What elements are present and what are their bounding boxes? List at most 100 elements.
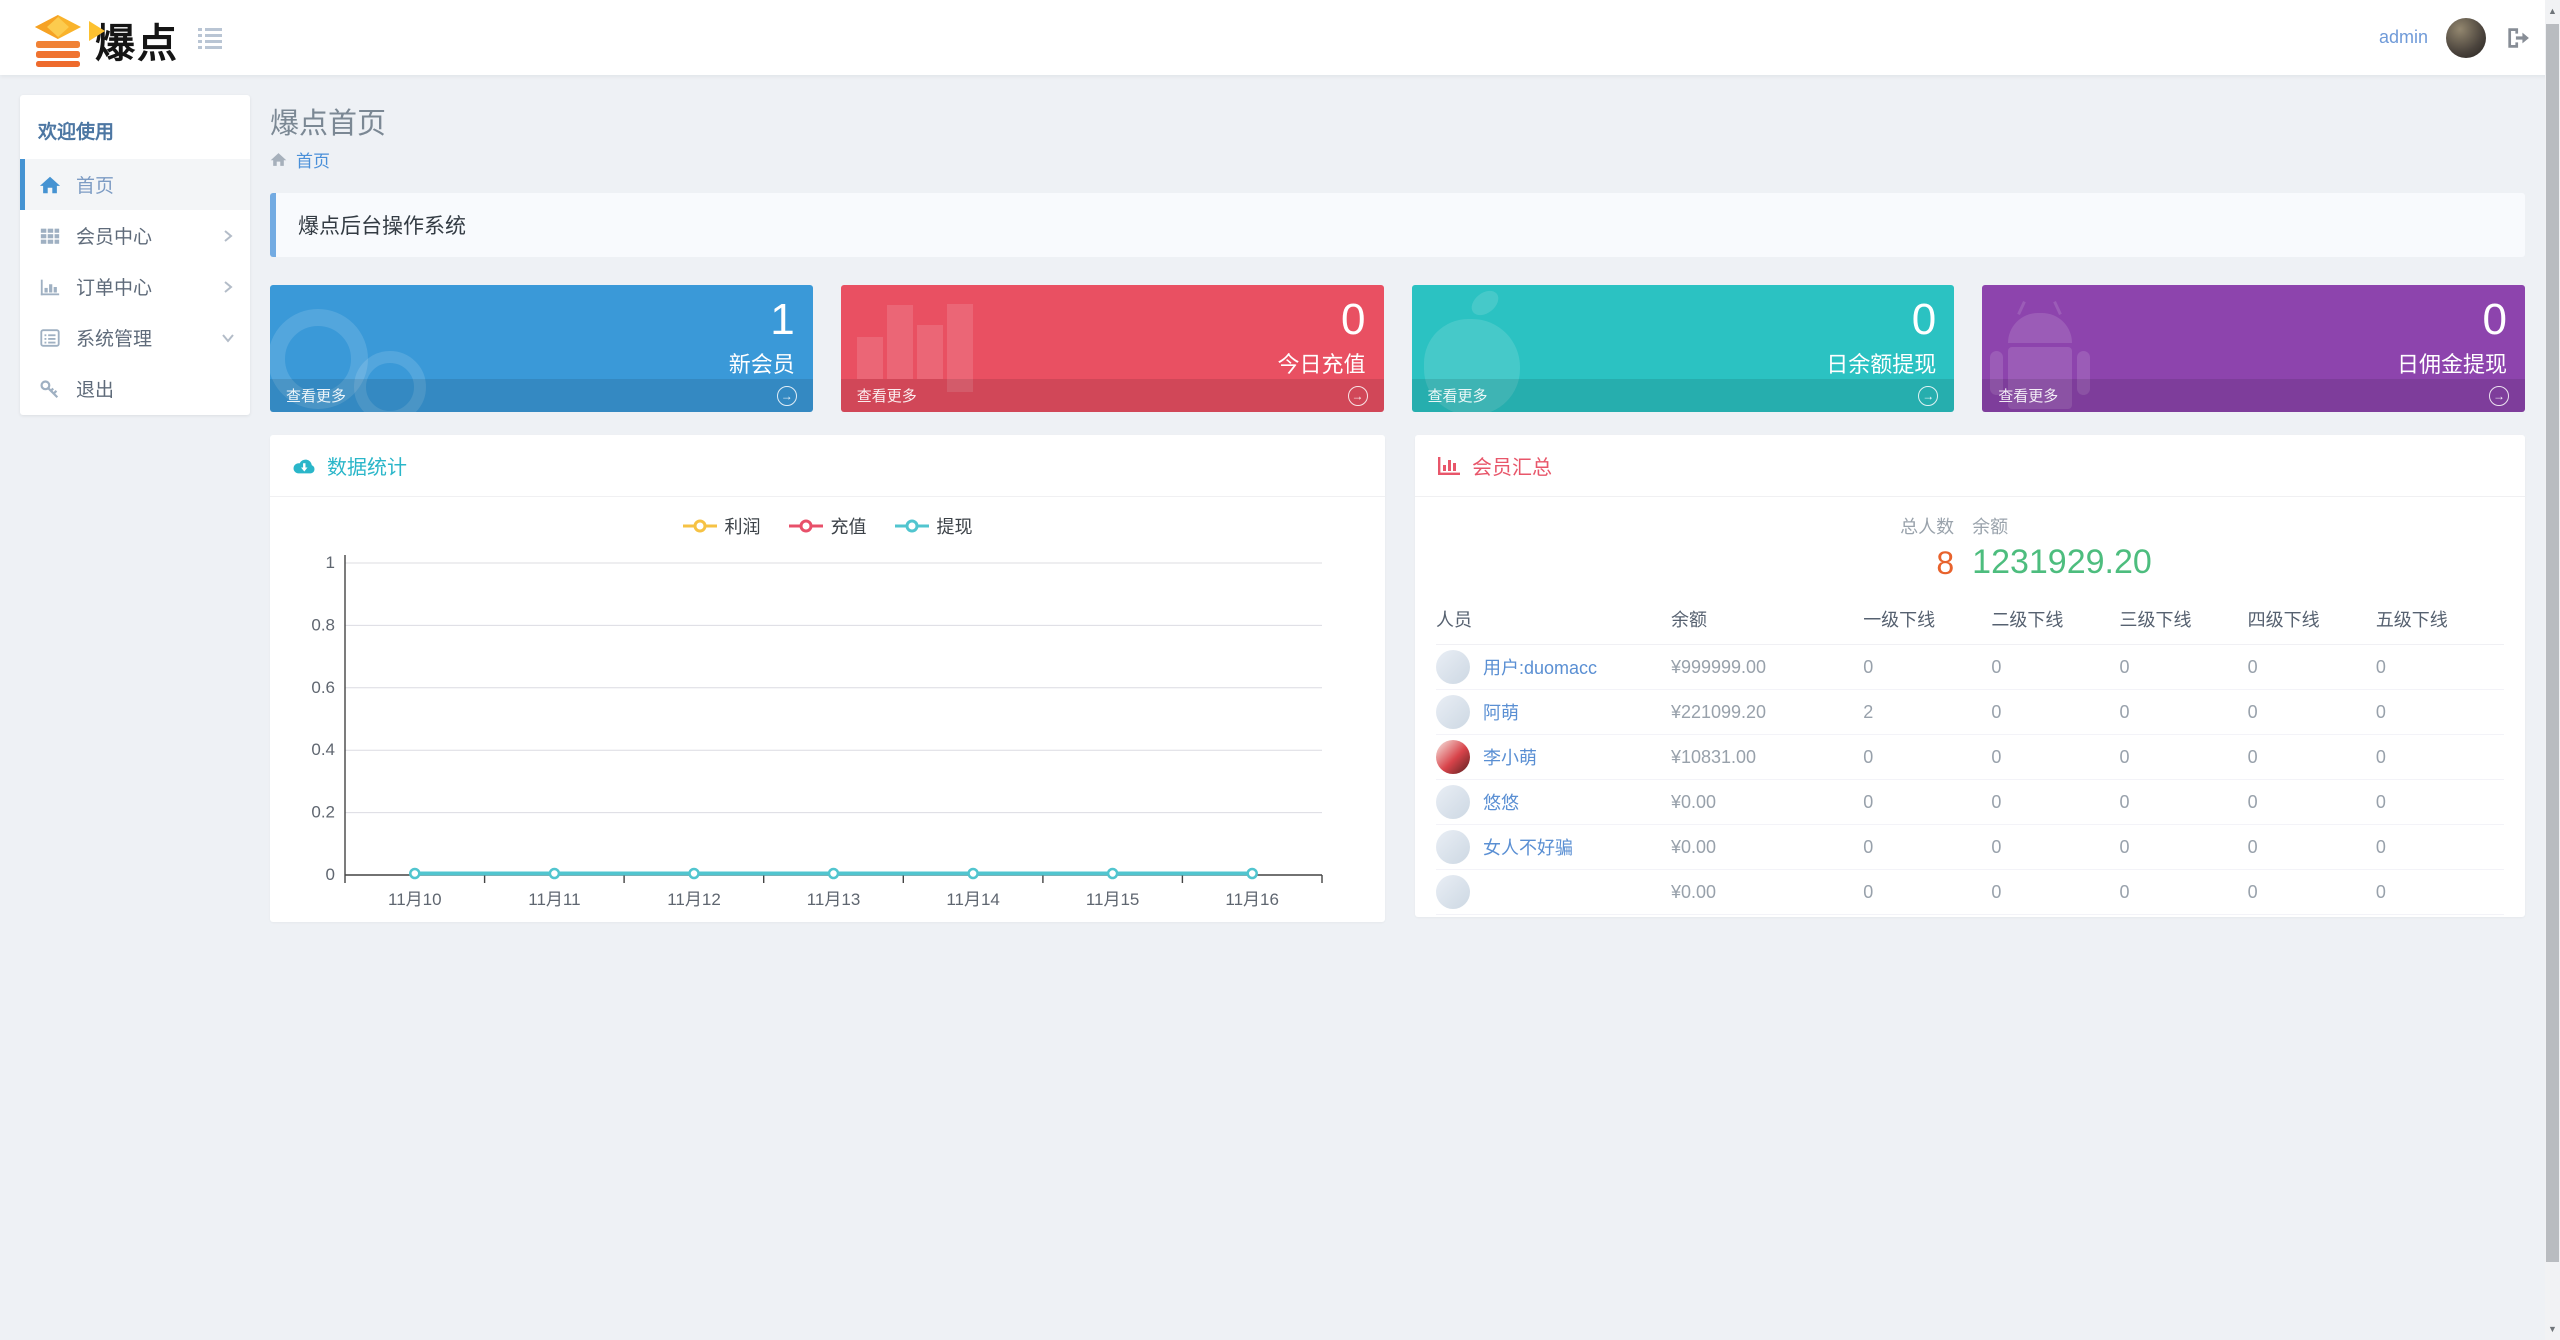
member-stats: 总人数 8 余额 1231929.20 — [1471, 513, 2560, 582]
header-user-area: admin — [2379, 0, 2530, 75]
bar-chart-icon — [946, 304, 973, 392]
bar-chart-icon — [916, 325, 943, 379]
card-label: 日余额提现 — [1826, 352, 1937, 377]
table-row: 李小萌 ¥10831.00 0 0 0 0 0 — [1436, 734, 2504, 780]
downline-cell: 0 — [2375, 869, 2504, 915]
total-balance-value: 1231929.20 — [1972, 543, 2152, 581]
member-name-link[interactable]: 阿萌 — [1483, 703, 1519, 723]
view-more-link[interactable]: 查看更多 → — [1411, 379, 1955, 412]
x-tick: 11月11 — [528, 890, 580, 909]
sidebar-item-label: 会员中心 — [76, 227, 153, 248]
welcome-banner: 爆点后台操作系统 — [270, 193, 2525, 257]
legend-label: 提现 — [936, 517, 973, 537]
arrow-circle-icon: → — [1347, 385, 1368, 406]
legend-item-profit[interactable]: 利润 — [682, 513, 761, 539]
sidebar-item-logout[interactable]: 退出 — [20, 363, 250, 414]
downline-cell: 0 — [2375, 824, 2504, 870]
x-tick: 11月13 — [807, 890, 861, 909]
sidebar: 欢迎使用 首页 会员中心 — [20, 95, 250, 415]
member-name-link[interactable]: 悠悠 — [1483, 793, 1519, 813]
downline-cell: 0 — [2375, 644, 2504, 690]
table-row: 悠悠 ¥0.00 0 0 0 0 0 — [1436, 779, 2504, 825]
breadcrumb-home-link[interactable]: 首页 — [296, 152, 330, 171]
brand-name: 爆点 — [95, 22, 179, 66]
android-icon — [2053, 301, 2063, 315]
scroll-down-arrow[interactable]: ▼ — [2548, 1324, 2557, 1334]
list-menu-icon[interactable] — [198, 28, 222, 49]
downline-cell: 0 — [1991, 824, 2120, 870]
legend-label: 利润 — [724, 517, 761, 537]
grid-icon — [40, 228, 60, 244]
x-tick: 11月16 — [1225, 890, 1279, 909]
downline-cell: 0 — [1991, 734, 2120, 780]
downline-cell: 0 — [2119, 644, 2248, 690]
sidebar-item-system[interactable]: 系统管理 — [20, 312, 250, 363]
balance-cell: ¥10831.00 — [1670, 734, 1864, 780]
data-statistics-header: 数据统计 — [270, 435, 1385, 497]
downline-cell: 0 — [2119, 869, 2248, 915]
page-title: 爆点首页 — [270, 108, 387, 140]
downline-cell: 0 — [1863, 824, 1992, 870]
legend-item-recharge[interactable]: 充值 — [788, 513, 867, 539]
downline-cell: 2 — [1863, 689, 1992, 735]
y-tick: 0.6 — [311, 678, 335, 697]
downline-cell: 0 — [1991, 869, 2120, 915]
legend-marker-icon — [788, 519, 823, 533]
col-header: 四级下线 — [2247, 596, 2376, 645]
legend-marker-icon — [894, 519, 929, 533]
downline-cell: 0 — [2119, 734, 2248, 780]
y-tick: 0.4 — [311, 740, 335, 759]
member-name-link[interactable]: 用户:duomacc — [1483, 658, 1598, 678]
col-header: 人员 — [1436, 596, 1671, 645]
downline-cell: 0 — [1991, 644, 2120, 690]
view-more-label: 查看更多 — [1427, 388, 1488, 405]
legend-marker-icon — [682, 519, 717, 533]
downline-cell: 0 — [2119, 824, 2248, 870]
member-name-link[interactable]: 女人不好骗 — [1483, 838, 1573, 858]
sidebar-item-members[interactable]: 会员中心 — [20, 210, 250, 261]
brand-logo[interactable]: 爆点 — [33, 11, 179, 69]
bar-chart-icon — [40, 279, 60, 295]
view-more-label: 查看更多 — [856, 388, 917, 405]
y-tick: 0 — [326, 865, 335, 884]
downline-cell: 0 — [2247, 734, 2376, 780]
logo-cube-icon — [35, 14, 81, 67]
android-icon — [2017, 301, 2027, 315]
line-chart: 1 0.8 0.6 0.4 0.2 0 11月10 11月11 11月12 11… — [270, 545, 1385, 922]
chevron-right-icon — [224, 229, 233, 242]
view-more-link[interactable]: 查看更多 → — [1982, 379, 2525, 412]
breadcrumb: 首页 — [270, 147, 330, 172]
sidebar-welcome-label: 欢迎使用 — [38, 122, 115, 143]
legend-label: 充值 — [830, 517, 867, 537]
logout-icon[interactable] — [2504, 25, 2530, 51]
home-icon — [39, 176, 61, 193]
admin-user-link[interactable]: admin — [2378, 27, 2428, 47]
legend-item-withdraw[interactable]: 提现 — [894, 513, 973, 539]
scrollbar-thumb[interactable] — [2546, 24, 2559, 1262]
chevron-right-icon — [224, 280, 233, 293]
android-icon — [2008, 347, 2073, 409]
total-members-label: 总人数 — [1900, 517, 1955, 537]
card-daily-commission-withdraw: 0 日佣金提现 查看更多 → — [1982, 285, 2525, 412]
table-row: 用户:duomacc ¥999999.00 0 0 0 0 0 — [1436, 644, 2504, 690]
cloud-download-icon — [293, 459, 315, 473]
downline-cell: 0 — [1991, 689, 2120, 735]
view-more-link[interactable]: 查看更多 → — [840, 379, 1384, 412]
sidebar-item-label: 系统管理 — [76, 329, 153, 350]
sidebar-item-home[interactable]: 首页 — [20, 159, 250, 210]
view-more-link[interactable]: 查看更多 → — [270, 379, 813, 412]
avatar — [1436, 785, 1470, 819]
top-header: 爆点 admin — [0, 0, 2560, 75]
bar-chart-icon — [886, 305, 913, 379]
user-avatar[interactable] — [2446, 17, 2486, 58]
scroll-up-arrow[interactable]: ▲ — [2548, 6, 2557, 16]
key-icon — [40, 379, 59, 398]
downline-cell: 0 — [2375, 734, 2504, 780]
sidebar-item-orders[interactable]: 订单中心 — [20, 261, 250, 312]
page-scrollbar[interactable]: ▲ ▼ — [2545, 0, 2560, 1340]
downline-cell: 0 — [2247, 869, 2376, 915]
member-name-link[interactable]: 李小萌 — [1483, 748, 1537, 768]
panel-title: 数据统计 — [327, 457, 407, 479]
downline-cell: 0 — [1863, 779, 1992, 825]
x-tick: 11月10 — [388, 890, 442, 909]
